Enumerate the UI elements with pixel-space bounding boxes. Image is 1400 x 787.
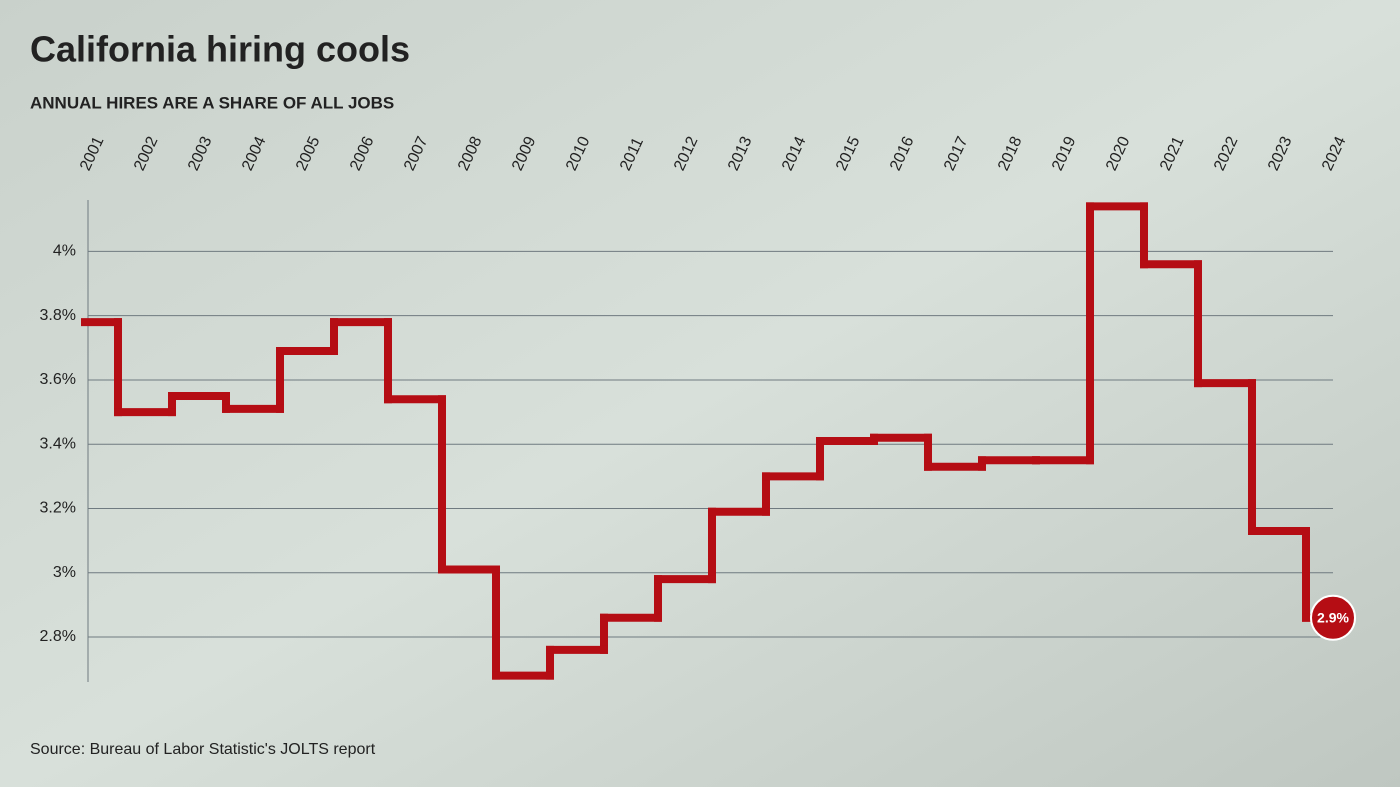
y-tick-label: 3.4%: [40, 435, 76, 452]
source: Source: Bureau of Labor Statistic's JOLT…: [30, 741, 376, 758]
value-label-bubble: [1310, 594, 1356, 641]
y-tick-label: 3.8%: [40, 307, 76, 324]
y-tick-label: 3.2%: [40, 500, 76, 517]
chart-title: California hiring cools: [30, 29, 410, 70]
y-tick-label: 2.8%: [40, 628, 76, 645]
value-label: 2.9%: [1317, 609, 1349, 625]
y-tick-label: 4%: [53, 243, 76, 260]
chart-subtitle: ANNUAL HIRES ARE A SHARE OF ALL JOBS: [30, 93, 394, 112]
y-tick-label: 3%: [53, 564, 76, 581]
y-tick-label: 3.6%: [40, 371, 76, 388]
